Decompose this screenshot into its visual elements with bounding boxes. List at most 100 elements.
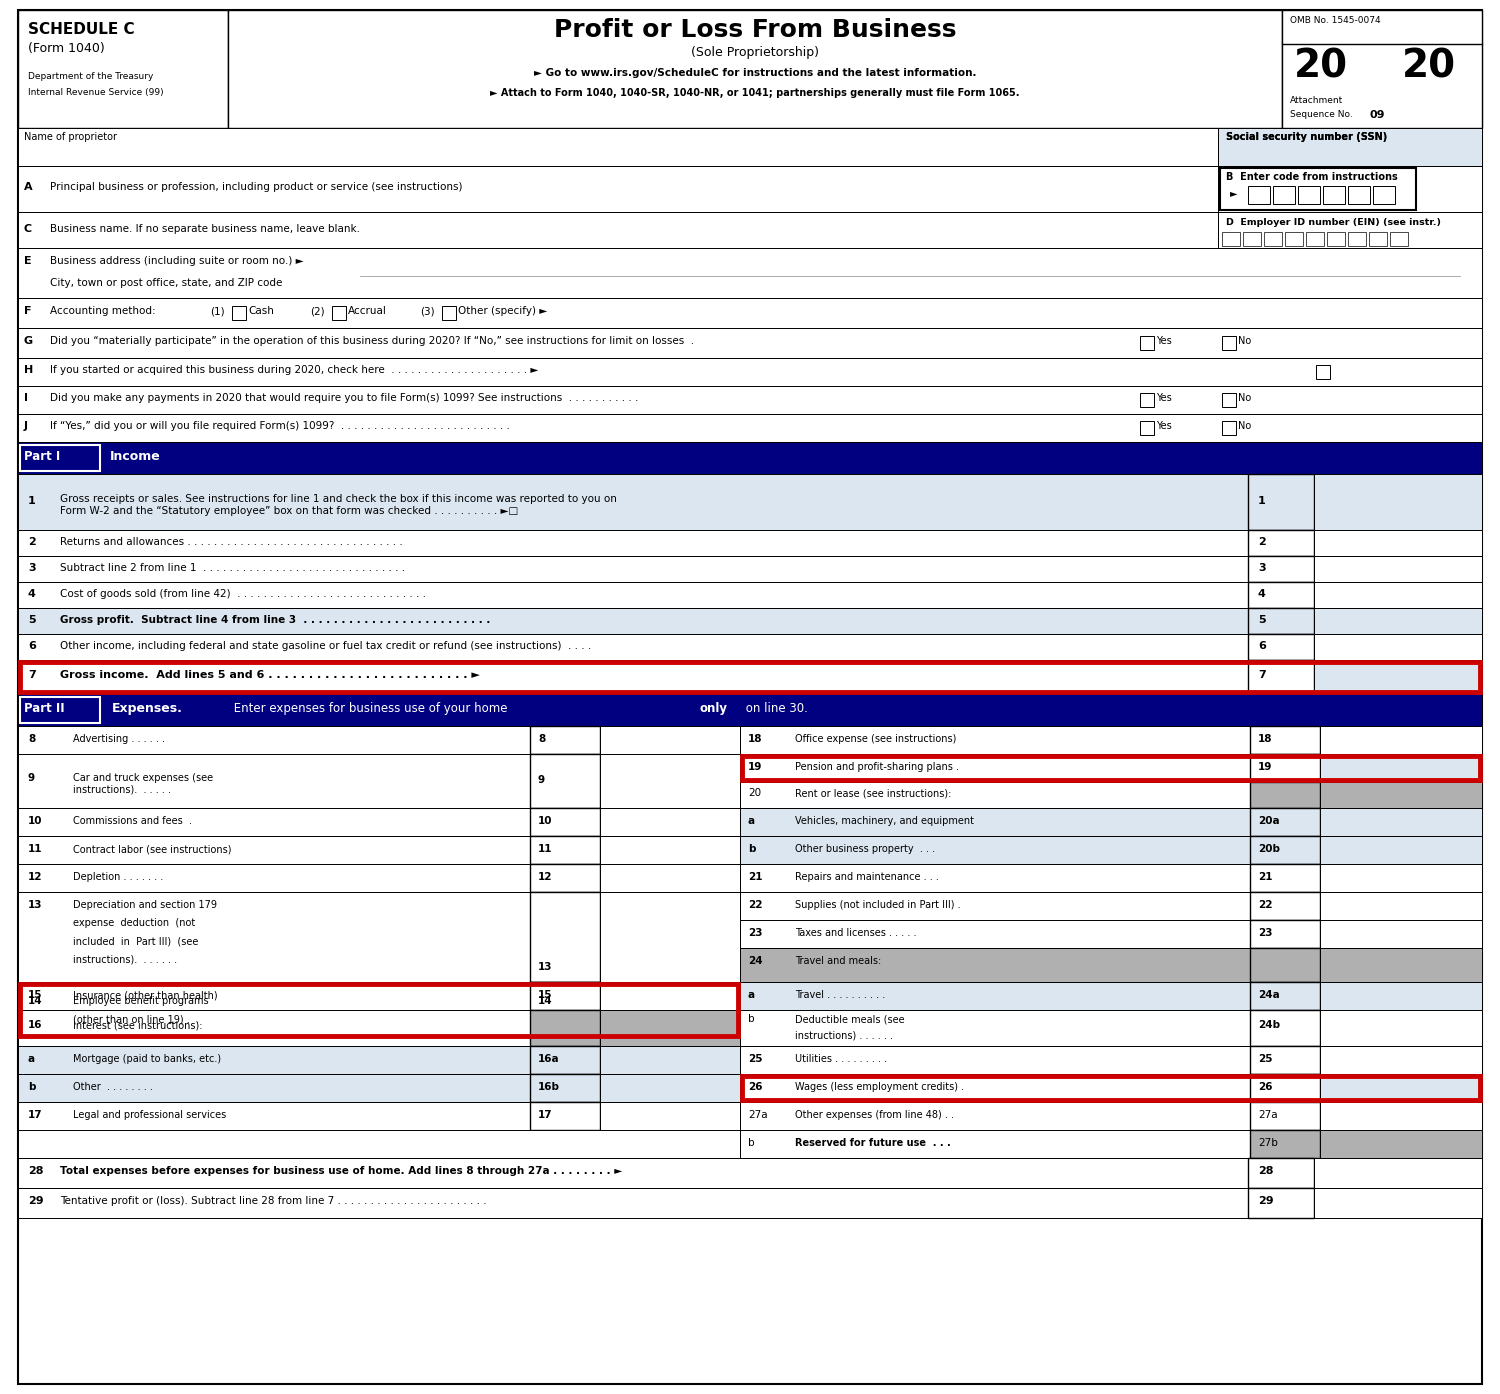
Text: OMB No. 1545-0074: OMB No. 1545-0074: [1290, 15, 1380, 25]
Text: 20a: 20a: [1258, 815, 1280, 827]
Bar: [1248, 185, 1270, 204]
Bar: [1250, 920, 1320, 948]
Bar: [228, 10, 1282, 128]
Text: Commissions and fees  .: Commissions and fees .: [74, 815, 192, 827]
Text: Principal business or profession, including product or service (see instructions: Principal business or profession, includ…: [50, 183, 462, 192]
Text: Cost of goods sold (from line 42)  . . . . . . . . . . . . . . . . . . . . . . .: Cost of goods sold (from line 42) . . . …: [60, 590, 426, 599]
Text: Tentative profit or (loss). Subtract line 28 from line 7 . . . . . . . . . . . .: Tentative profit or (loss). Subtract lin…: [60, 1196, 486, 1206]
Text: SCHEDULE C: SCHEDULE C: [28, 22, 135, 38]
Bar: [740, 1046, 1250, 1073]
Bar: [1248, 583, 1314, 608]
Bar: [1314, 608, 1482, 634]
Text: 26: 26: [1258, 1082, 1272, 1092]
Bar: [530, 1073, 600, 1103]
Bar: [18, 981, 530, 1039]
Text: 09: 09: [1370, 110, 1386, 120]
Text: 4: 4: [28, 590, 36, 599]
Bar: [740, 754, 1250, 782]
Text: 23: 23: [1258, 928, 1272, 938]
Text: (Sole Proprietorship): (Sole Proprietorship): [692, 46, 819, 59]
Bar: [1314, 556, 1482, 583]
Text: 12: 12: [28, 873, 42, 882]
Text: Gross receipts or sales. See instructions for line 1 and check the box if this i: Gross receipts or sales. See instruction…: [60, 493, 616, 505]
Bar: [530, 836, 600, 864]
Bar: [1314, 583, 1482, 608]
Bar: [1250, 1046, 1320, 1073]
Bar: [530, 809, 600, 836]
Text: Income: Income: [110, 450, 160, 463]
Text: B  Enter code from instructions: B Enter code from instructions: [1226, 171, 1398, 183]
Text: E: E: [24, 256, 32, 266]
Text: Attachment: Attachment: [1290, 96, 1344, 105]
Bar: [1250, 1131, 1320, 1158]
Text: 14: 14: [538, 995, 552, 1006]
Text: 27a: 27a: [1258, 1110, 1278, 1119]
Text: instructions).  . . . . .: instructions). . . . . .: [74, 785, 171, 795]
Bar: [1140, 393, 1154, 407]
Text: No: No: [1238, 421, 1251, 431]
Text: 15: 15: [538, 990, 552, 999]
Bar: [1320, 1073, 1482, 1103]
Bar: [1248, 1158, 1314, 1188]
Bar: [18, 634, 1248, 659]
Bar: [740, 1131, 1250, 1158]
Bar: [18, 981, 530, 1011]
Text: 12: 12: [538, 873, 552, 882]
Bar: [1320, 1131, 1482, 1158]
Text: 24: 24: [748, 956, 762, 966]
Bar: [18, 892, 530, 981]
Text: ► Go to www.irs.gov/ScheduleC for instructions and the latest information.: ► Go to www.irs.gov/ScheduleC for instru…: [534, 68, 976, 78]
Text: 28: 28: [28, 1165, 44, 1177]
Text: 18: 18: [1258, 735, 1272, 744]
Text: Travel and meals:: Travel and meals:: [795, 956, 882, 966]
Text: (1): (1): [210, 307, 225, 316]
Text: 17: 17: [538, 1110, 552, 1119]
Bar: [1218, 128, 1482, 166]
Text: Other income, including federal and state gasoline or fuel tax credit or refund : Other income, including federal and stat…: [60, 641, 591, 651]
Bar: [20, 697, 101, 723]
Text: Business name. If no separate business name, leave blank.: Business name. If no separate business n…: [50, 224, 360, 234]
Text: Vehicles, machinery, and equipment: Vehicles, machinery, and equipment: [795, 815, 974, 827]
Text: 24b: 24b: [1258, 1020, 1280, 1030]
Bar: [740, 782, 1250, 809]
Text: ►: ►: [1230, 188, 1238, 198]
Bar: [1244, 231, 1262, 245]
Bar: [1248, 1188, 1314, 1218]
Bar: [1250, 1011, 1320, 1046]
Text: 19: 19: [1258, 763, 1272, 772]
Bar: [1218, 166, 1482, 212]
Text: 2: 2: [28, 537, 36, 546]
Bar: [1140, 421, 1154, 435]
Text: Sequence No.: Sequence No.: [1290, 110, 1356, 118]
Text: Gross profit.  Subtract line 4 from line 3  . . . . . . . . . . . . . . . . . . : Gross profit. Subtract line 4 from line …: [60, 615, 491, 625]
Bar: [232, 307, 246, 321]
Text: Department of the Treasury: Department of the Treasury: [28, 72, 153, 81]
Text: 11: 11: [538, 843, 552, 855]
Bar: [1314, 474, 1482, 530]
Text: Rent or lease (see instructions):: Rent or lease (see instructions):: [795, 788, 951, 797]
Bar: [600, 754, 740, 809]
Bar: [1328, 231, 1346, 245]
Text: Yes: Yes: [1156, 393, 1172, 403]
Text: 3: 3: [1258, 563, 1266, 573]
Text: ► Attach to Form 1040, 1040-SR, 1040-NR, or 1041; partnerships generally must fi: ► Attach to Form 1040, 1040-SR, 1040-NR,…: [490, 88, 1020, 98]
Bar: [18, 1046, 530, 1073]
Text: b: b: [748, 1013, 754, 1025]
Bar: [20, 445, 101, 471]
Text: If “Yes,” did you or will you file required Form(s) 1099?  . . . . . . . . . . .: If “Yes,” did you or will you file requi…: [50, 421, 510, 431]
Text: 4: 4: [1258, 590, 1266, 599]
Bar: [1218, 212, 1482, 248]
Text: Returns and allowances . . . . . . . . . . . . . . . . . . . . . . . . . . . . .: Returns and allowances . . . . . . . . .…: [60, 537, 402, 546]
Bar: [1248, 608, 1314, 634]
Text: Contract labor (see instructions): Contract labor (see instructions): [74, 843, 231, 855]
Bar: [18, 809, 530, 836]
Text: Subtract line 2 from line 1  . . . . . . . . . . . . . . . . . . . . . . . . . .: Subtract line 2 from line 1 . . . . . . …: [60, 563, 405, 573]
Bar: [1250, 809, 1320, 836]
Bar: [18, 1188, 1248, 1218]
Bar: [1320, 1011, 1482, 1046]
Bar: [18, 583, 1248, 608]
Bar: [740, 920, 1250, 948]
Text: b: b: [28, 1082, 36, 1092]
Bar: [530, 1103, 600, 1131]
Bar: [740, 836, 1250, 864]
